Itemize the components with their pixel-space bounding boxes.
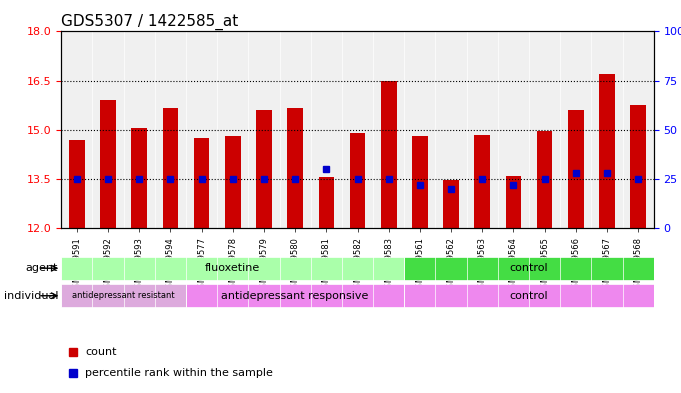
Bar (287, 108, 303, 228)
Bar (631, 105, 646, 228)
Text: antidepressant responsive: antidepressant responsive (221, 291, 369, 301)
Bar (194, 138, 210, 228)
FancyBboxPatch shape (405, 257, 654, 280)
Bar (163, 108, 178, 228)
Bar (599, 74, 615, 228)
Bar (69, 140, 84, 228)
Text: individual: individual (3, 291, 58, 301)
Bar (443, 180, 459, 228)
Bar (412, 136, 428, 228)
Bar (537, 131, 552, 228)
Text: control: control (509, 263, 548, 273)
FancyBboxPatch shape (61, 284, 186, 307)
Text: control: control (509, 291, 548, 301)
Bar (100, 100, 116, 228)
Bar (381, 81, 396, 228)
Text: antidepressant resistant: antidepressant resistant (72, 291, 175, 300)
Text: count: count (85, 347, 116, 357)
Bar (131, 128, 147, 228)
Bar (505, 176, 521, 228)
Bar (256, 110, 272, 228)
Bar (350, 133, 365, 228)
Text: agent: agent (26, 263, 58, 273)
Text: GDS5307 / 1422585_at: GDS5307 / 1422585_at (61, 14, 238, 30)
Bar (319, 177, 334, 228)
Bar (225, 136, 240, 228)
FancyBboxPatch shape (186, 284, 405, 307)
Bar (475, 135, 490, 228)
FancyBboxPatch shape (405, 284, 654, 307)
Text: percentile rank within the sample: percentile rank within the sample (85, 368, 273, 378)
Bar (568, 110, 584, 228)
FancyBboxPatch shape (61, 257, 405, 280)
Text: fluoxetine: fluoxetine (205, 263, 260, 273)
